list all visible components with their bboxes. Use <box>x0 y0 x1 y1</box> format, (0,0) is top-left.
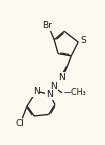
Text: N: N <box>33 87 40 96</box>
Text: Cl: Cl <box>16 119 25 128</box>
Text: N: N <box>46 90 53 99</box>
Text: Br: Br <box>42 21 52 30</box>
Text: —CH₃: —CH₃ <box>64 88 86 97</box>
Text: S: S <box>80 36 86 45</box>
Text: N: N <box>50 82 57 91</box>
Text: N: N <box>59 73 65 82</box>
